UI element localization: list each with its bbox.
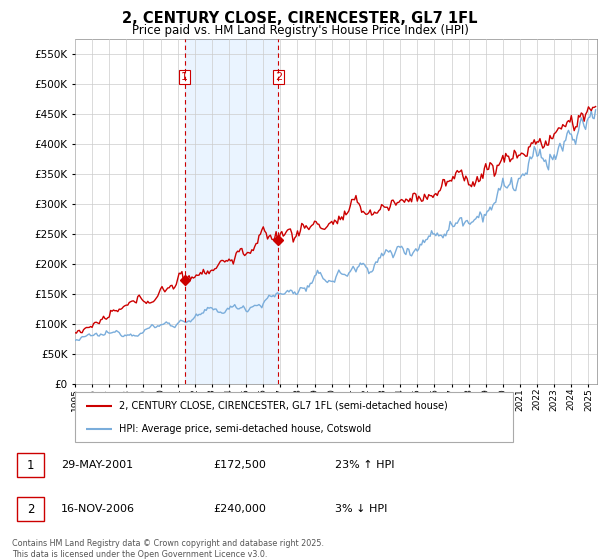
Text: 16-NOV-2006: 16-NOV-2006	[61, 504, 135, 514]
Text: 1: 1	[181, 72, 188, 82]
Text: 29-MAY-2001: 29-MAY-2001	[61, 460, 133, 470]
Text: Price paid vs. HM Land Registry's House Price Index (HPI): Price paid vs. HM Land Registry's House …	[131, 24, 469, 36]
Bar	[185, 39, 278, 384]
Text: 2: 2	[275, 72, 282, 82]
Text: 2, CENTURY CLOSE, CIRENCESTER, GL7 1FL (semi-detached house): 2, CENTURY CLOSE, CIRENCESTER, GL7 1FL (…	[119, 400, 448, 410]
Text: 2, CENTURY CLOSE, CIRENCESTER, GL7 1FL: 2, CENTURY CLOSE, CIRENCESTER, GL7 1FL	[122, 11, 478, 26]
Text: 23% ↑ HPI: 23% ↑ HPI	[335, 460, 394, 470]
Text: £172,500: £172,500	[214, 460, 266, 470]
Bar	[17, 454, 44, 477]
Text: 1: 1	[26, 459, 34, 472]
Text: Contains HM Land Registry data © Crown copyright and database right 2025.
This d: Contains HM Land Registry data © Crown c…	[12, 539, 324, 559]
Text: 3% ↓ HPI: 3% ↓ HPI	[335, 504, 387, 514]
Bar	[17, 497, 44, 521]
Text: HPI: Average price, semi-detached house, Cotswold: HPI: Average price, semi-detached house,…	[119, 424, 371, 434]
Text: £240,000: £240,000	[214, 504, 266, 514]
Text: 2: 2	[26, 503, 34, 516]
